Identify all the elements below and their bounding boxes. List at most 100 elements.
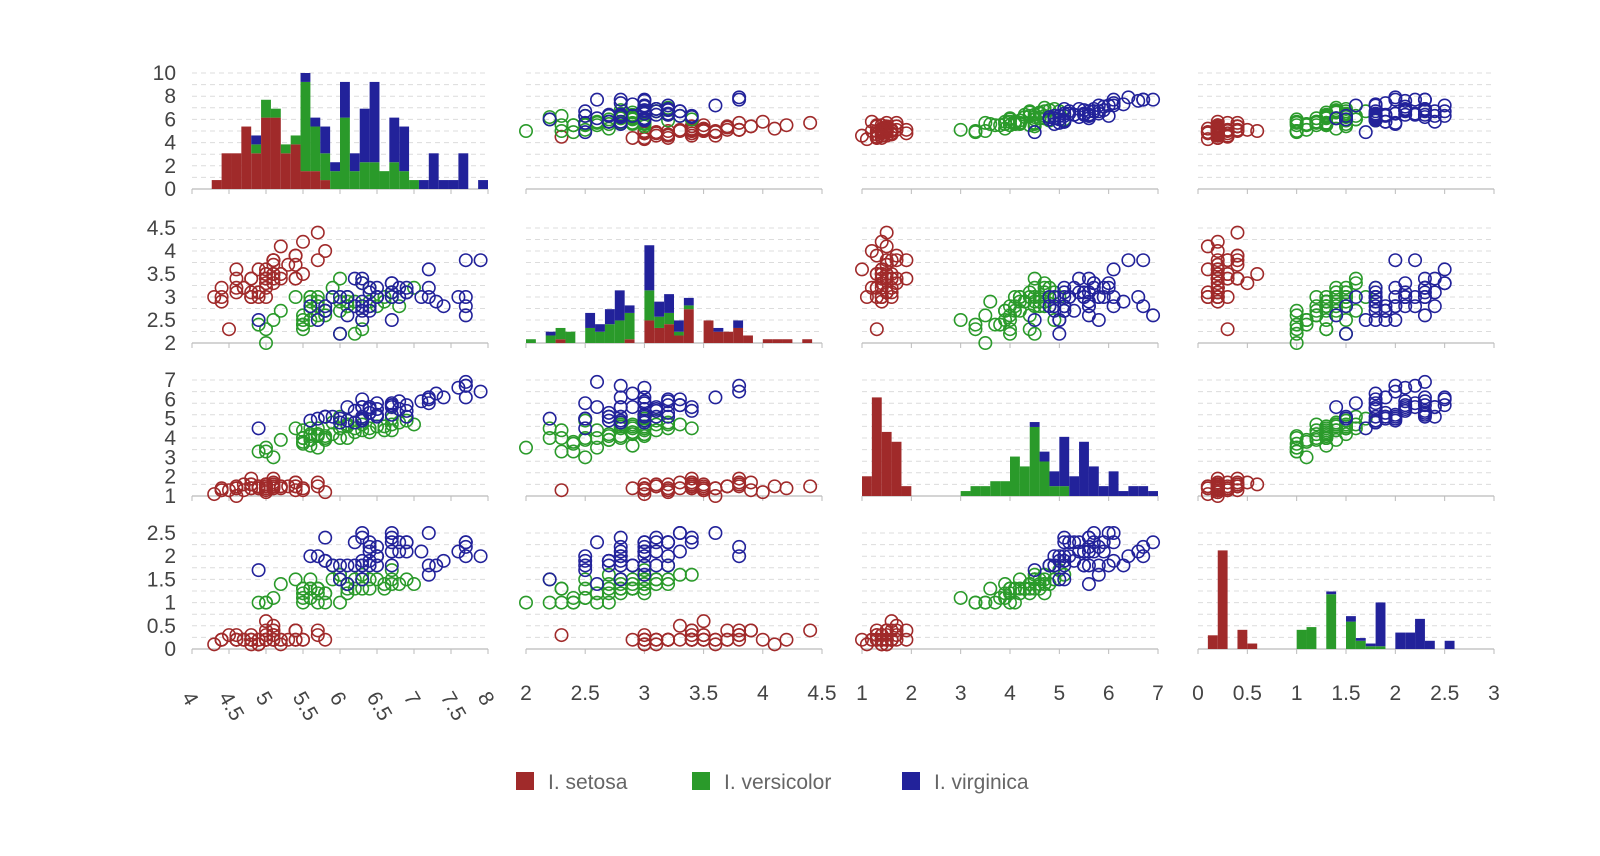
scatter-point [661,535,676,550]
scatter-point [332,326,347,341]
cell-r2-c2 [861,379,1159,501]
scatter-point [244,628,259,643]
scatter-point [1022,118,1037,133]
scatter-point [214,289,229,304]
scatter-point [229,632,244,647]
scatter-point [318,595,333,610]
scatter-point [743,623,758,638]
x-tick-label: 2.5 [1430,682,1459,705]
scatter-point [696,118,711,133]
hist-bar [713,331,724,343]
scatter-point [720,120,735,135]
scatter-point [1136,549,1151,564]
cell-r1-c2 [854,225,1161,350]
scatter-point [332,271,347,286]
scatter-point [384,312,399,327]
hist-bar [1000,481,1010,496]
scatter-point [1210,120,1225,135]
scatter-point [578,411,593,426]
scatter-point [295,308,310,323]
cell-r3-c1 [518,525,823,654]
scatter-point [229,285,244,300]
scatter-point [340,299,355,314]
scatter-point [1319,322,1334,337]
scatter-point [1319,425,1334,440]
scatter-point [318,586,333,601]
scatter-point [340,577,355,592]
scatter-point [590,374,605,389]
scatter-point [1057,289,1072,304]
scatter-point [214,280,229,295]
scatter-point [1057,285,1072,300]
scatter-point [613,92,628,107]
hist-bar [369,162,380,189]
scatter-point [1057,567,1072,582]
scatter-point [458,299,473,314]
scatter-point [318,244,333,259]
scatter-point [637,558,652,573]
scatter-point [347,558,362,573]
scatter-point [251,312,266,327]
scatter-point [767,637,782,652]
scatter-point [347,294,362,309]
hist-bar [1059,486,1070,496]
scatter-point [1037,572,1052,587]
scatter-point [362,294,377,309]
scatter-point [578,450,593,465]
scatter-point [310,479,325,494]
legend-label: I. setosa [548,771,628,794]
y-tick-label: 0 [164,638,176,661]
scatter-point [1131,93,1146,108]
scatter-point [884,289,899,304]
scatter-point [1042,112,1057,127]
scatter-point [1388,407,1403,422]
scatter-point [229,271,244,286]
scatter-point [310,289,325,304]
hist-bar [703,320,714,343]
scatter-point [637,113,652,128]
scatter-point [1072,271,1087,286]
hist-bar [369,81,380,163]
scatter-point [1072,110,1087,125]
scatter-point [1210,276,1225,291]
scatter-point [1417,374,1432,389]
scatter-point [1091,558,1106,573]
hist-bar [409,180,419,189]
scatter-point [637,539,652,554]
scatter-point [266,632,281,647]
scatter-point [266,628,281,643]
scatter-point [978,115,993,130]
scatter-point [696,477,711,492]
scatter-point [1230,471,1245,486]
scatter-point [303,590,318,605]
scatter-point [1339,108,1354,123]
scatter-point [392,544,407,559]
scatter-point [554,595,569,610]
scatter-point [384,398,399,413]
scatter-point [377,294,392,309]
scatter-point [1388,384,1403,399]
x-tick-label: 1.5 [1331,682,1360,705]
y-tick-label: 6 [164,108,176,131]
scatter-point [295,322,310,337]
scatter-point [1289,335,1304,350]
scatter-point [258,289,273,304]
scatter-point [399,535,414,550]
scatter-point [1368,392,1383,407]
scatter-point [266,276,281,291]
x-tick-label: 4 [757,682,769,705]
scatter-point [884,614,899,629]
scatter-point [236,632,251,647]
scatter-point [590,440,605,455]
scatter-point [392,289,407,304]
hist-bar [290,144,301,189]
scatter-point [637,637,652,652]
scatter-point [310,429,325,444]
scatter-point [1417,280,1432,295]
hist-bar [654,316,665,328]
scatter-point [874,280,889,295]
hist-bar [1029,422,1040,427]
hist-bar [1306,627,1317,649]
scatter-point [295,423,310,438]
scatter-point [303,581,318,596]
